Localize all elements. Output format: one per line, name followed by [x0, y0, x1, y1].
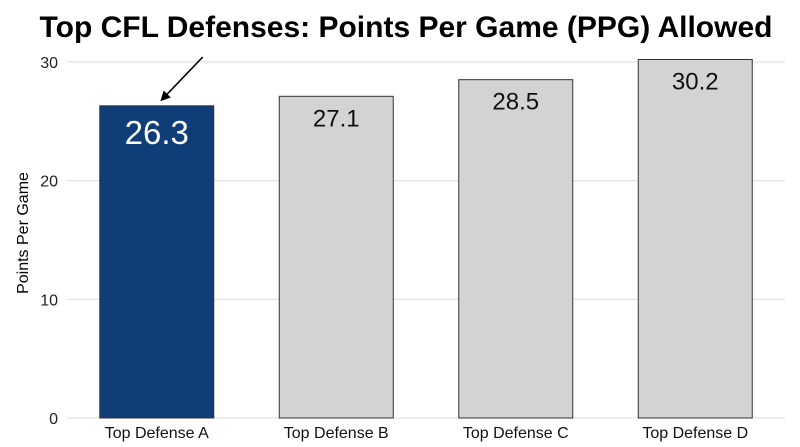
- data-label: 28.5: [492, 89, 539, 116]
- y-axis-ticks: 0 10 20 30: [40, 55, 58, 428]
- bar-top-defense-b: [278, 95, 394, 419]
- x-axis-categories: Top Defense A Top Defense B Top Defense C T…: [105, 425, 748, 442]
- x-category-label: Top Defense D: [642, 425, 748, 442]
- x-category-label: Top Defense A: [105, 425, 209, 442]
- data-label: 26.3: [125, 114, 189, 151]
- chart-title: Top CFL Defenses: Points Per Game (PPG) …: [40, 11, 773, 44]
- bars: [99, 58, 753, 419]
- annotation-arrow: [160, 56, 204, 102]
- y-axis-label: Points Per Game: [15, 172, 32, 294]
- y-tick-label: 0: [49, 411, 58, 428]
- bar-top-defense-a: [99, 105, 215, 419]
- bar-top-defense-d: [637, 58, 753, 419]
- bar-top-defense-c: [458, 79, 574, 419]
- y-tick-label: 20: [40, 174, 58, 191]
- y-tick-label: 10: [40, 292, 58, 309]
- y-tick-label: 30: [40, 55, 58, 72]
- x-category-label: Top Defense B: [284, 425, 389, 442]
- data-labels: 26.3 27.1 28.5 30.2: [125, 68, 719, 150]
- data-label: 27.1: [313, 105, 360, 132]
- data-label: 30.2: [672, 68, 719, 95]
- x-category-label: Top Defense C: [463, 425, 569, 442]
